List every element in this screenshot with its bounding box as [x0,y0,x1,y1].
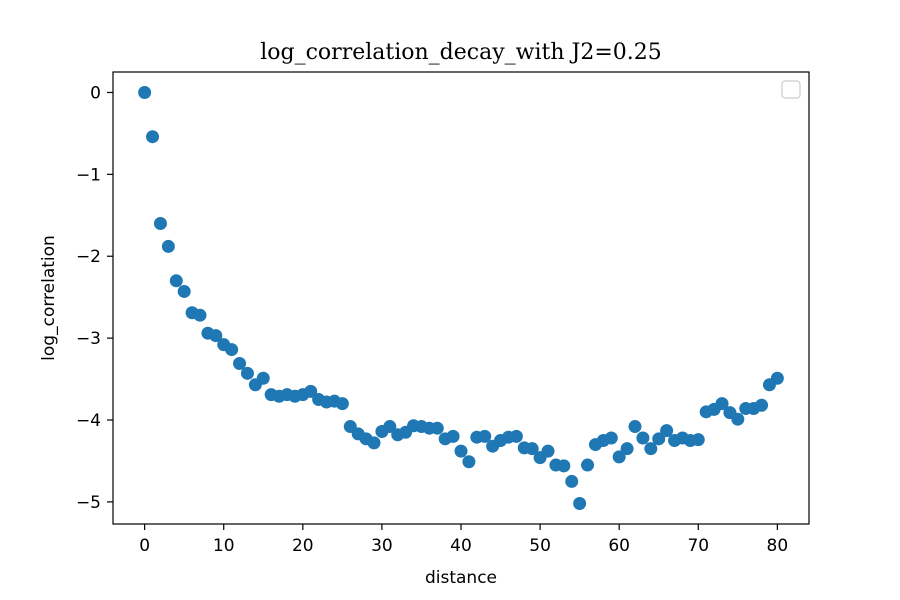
x-tick-label: 40 [450,536,472,556]
y-tick-label: −3 [76,329,101,349]
data-point [454,444,468,458]
data-point [652,432,666,446]
x-axis-ticks: 0 10 20 30 40 50 60 70 80 [139,524,788,556]
data-point [240,366,254,380]
data-point [604,431,618,445]
data-point [430,421,444,435]
x-axis-label: distance [425,568,497,588]
data-point [557,459,571,473]
data-point [335,397,349,411]
data-point [446,429,460,443]
data-point [691,433,705,447]
x-tick-label: 30 [371,536,393,556]
x-tick-label: 70 [687,536,709,556]
data-point [304,384,318,398]
x-tick-label: 50 [529,536,551,556]
y-axis-label: log_correlation [39,235,59,361]
data-point [478,429,492,443]
data-point [541,444,555,458]
chart-title: log_correlation_decay_with J2=0.25 [260,40,662,65]
data-point [660,424,674,438]
data-point [525,442,539,456]
x-tick-label: 80 [767,536,789,556]
data-point [581,458,595,472]
data-point [225,343,239,357]
data-point [153,216,167,230]
data-point [644,442,658,456]
x-tick-label: 0 [139,536,150,556]
data-point [193,308,207,322]
data-point [161,239,175,253]
x-tick-label: 10 [213,536,235,556]
data-point [177,284,191,298]
data-point [146,130,160,144]
data-point [573,497,587,511]
data-point [233,357,247,371]
data-point [731,412,745,426]
data-point [367,436,381,450]
data-point [770,371,784,385]
x-tick-label: 20 [292,536,314,556]
data-point [612,450,626,464]
data-point [628,420,642,434]
plot-area [112,71,810,525]
y-tick-label: −5 [76,493,101,513]
y-tick-label: 0 [90,83,101,103]
y-tick-label: −4 [76,411,101,431]
data-point [462,455,476,469]
data-point [383,420,397,434]
data-point [138,85,152,99]
data-point [715,397,729,411]
x-tick-label: 60 [608,536,630,556]
data-point [620,442,634,456]
data-points [138,85,784,511]
data-point [209,329,223,343]
y-tick-label: −1 [76,165,101,185]
y-tick-label: −2 [76,247,101,267]
data-point [169,274,183,288]
y-axis-ticks: 0 −1 −2 −3 −4 −5 [76,83,113,513]
data-point [565,474,579,488]
data-point [509,429,523,443]
data-point [755,398,769,412]
legend[interactable] [781,80,801,99]
data-point [636,431,650,445]
data-point [256,371,270,385]
